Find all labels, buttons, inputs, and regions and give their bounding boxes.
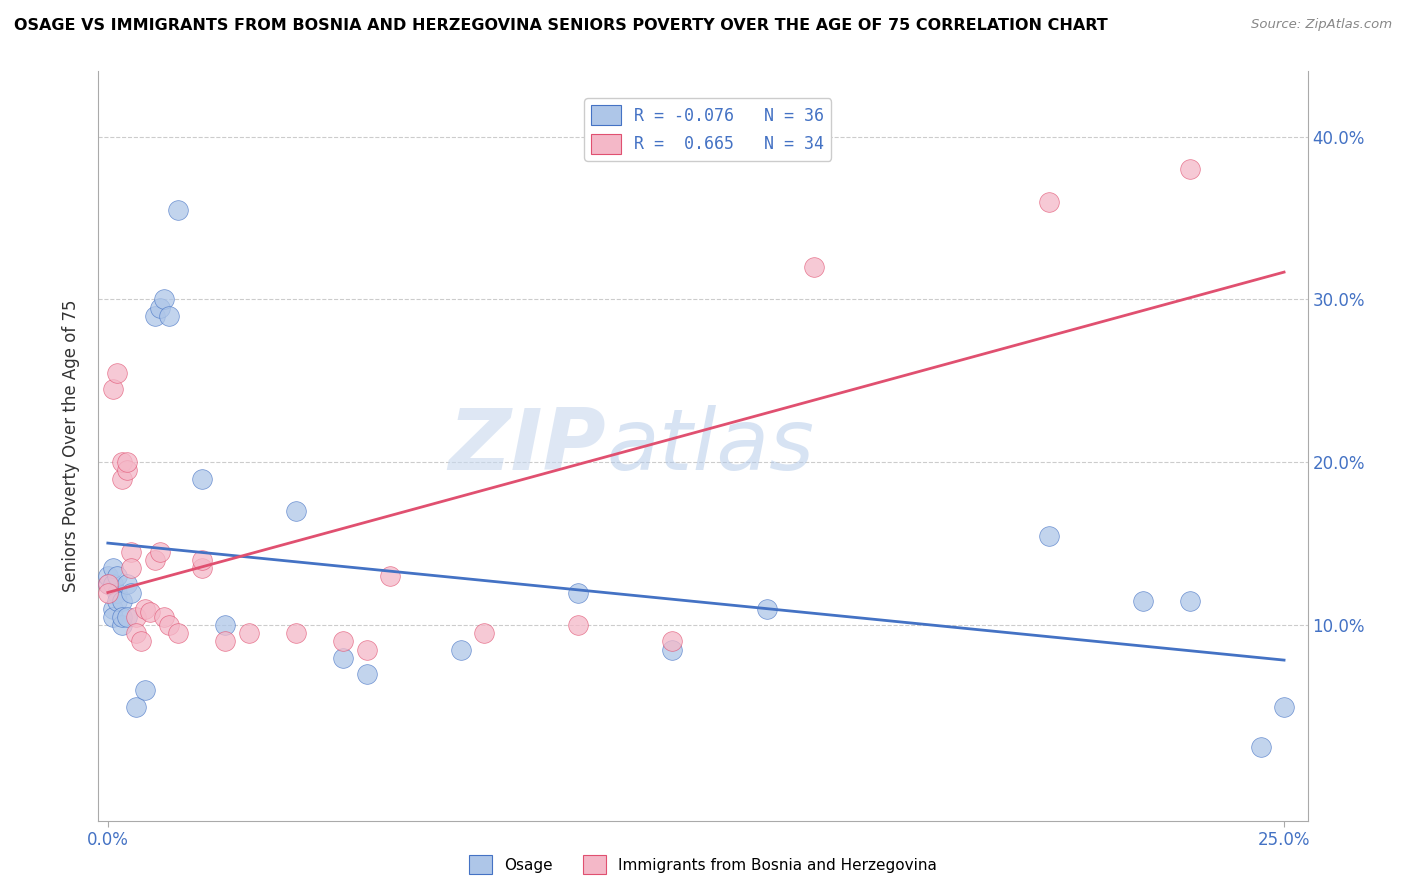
- Point: [450, 642, 472, 657]
- Text: Source: ZipAtlas.com: Source: ZipAtlas.com: [1251, 18, 1392, 31]
- Point: [120, 561, 142, 575]
- Text: atlas: atlas: [606, 404, 814, 488]
- Point: [120, 585, 142, 599]
- Point: [97, 569, 120, 583]
- Point: [120, 545, 142, 559]
- Point: [134, 602, 156, 616]
- Point: [139, 605, 162, 619]
- Point: [167, 202, 190, 217]
- Point: [356, 667, 378, 681]
- Point: [115, 455, 138, 469]
- Point: [1038, 194, 1060, 209]
- Point: [153, 610, 176, 624]
- Point: [1272, 699, 1295, 714]
- Point: [1178, 593, 1201, 607]
- Point: [285, 504, 308, 518]
- Point: [285, 626, 308, 640]
- Point: [1038, 528, 1060, 542]
- Point: [101, 602, 124, 616]
- Point: [191, 561, 214, 575]
- Point: [167, 626, 190, 640]
- Point: [149, 301, 172, 315]
- Point: [125, 626, 148, 640]
- Point: [803, 260, 825, 274]
- Point: [214, 634, 236, 648]
- Legend: Osage, Immigrants from Bosnia and Herzegovina: Osage, Immigrants from Bosnia and Herzeg…: [463, 849, 943, 880]
- Point: [115, 463, 138, 477]
- Point: [101, 382, 124, 396]
- Point: [214, 618, 236, 632]
- Point: [238, 626, 260, 640]
- Point: [134, 683, 156, 698]
- Point: [101, 577, 124, 591]
- Point: [125, 699, 148, 714]
- Point: [111, 618, 134, 632]
- Point: [567, 585, 589, 599]
- Point: [356, 642, 378, 657]
- Point: [115, 577, 138, 591]
- Text: OSAGE VS IMMIGRANTS FROM BOSNIA AND HERZEGOVINA SENIORS POVERTY OVER THE AGE OF : OSAGE VS IMMIGRANTS FROM BOSNIA AND HERZ…: [14, 18, 1108, 33]
- Point: [111, 593, 134, 607]
- Point: [101, 561, 124, 575]
- Point: [378, 569, 401, 583]
- Point: [1250, 740, 1272, 755]
- Y-axis label: Seniors Poverty Over the Age of 75: Seniors Poverty Over the Age of 75: [62, 300, 80, 592]
- Point: [153, 293, 176, 307]
- Point: [332, 634, 354, 648]
- Point: [143, 309, 166, 323]
- Point: [157, 618, 180, 632]
- Point: [111, 610, 134, 624]
- Point: [143, 553, 166, 567]
- Point: [105, 569, 128, 583]
- Point: [567, 618, 589, 632]
- Point: [661, 634, 683, 648]
- Point: [1178, 162, 1201, 177]
- Point: [1132, 593, 1154, 607]
- Legend: R = -0.076   N = 36, R =  0.665   N = 34: R = -0.076 N = 36, R = 0.665 N = 34: [585, 98, 831, 161]
- Point: [125, 610, 148, 624]
- Point: [149, 545, 172, 559]
- Point: [105, 366, 128, 380]
- Point: [105, 593, 128, 607]
- Point: [97, 585, 120, 599]
- Point: [97, 577, 120, 591]
- Point: [97, 577, 120, 591]
- Point: [111, 472, 134, 486]
- Point: [105, 585, 128, 599]
- Point: [129, 634, 152, 648]
- Point: [111, 455, 134, 469]
- Point: [191, 553, 214, 567]
- Point: [472, 626, 495, 640]
- Point: [332, 650, 354, 665]
- Point: [157, 309, 180, 323]
- Point: [191, 472, 214, 486]
- Point: [101, 610, 124, 624]
- Text: ZIP: ZIP: [449, 404, 606, 488]
- Point: [661, 642, 683, 657]
- Point: [755, 602, 778, 616]
- Point: [115, 610, 138, 624]
